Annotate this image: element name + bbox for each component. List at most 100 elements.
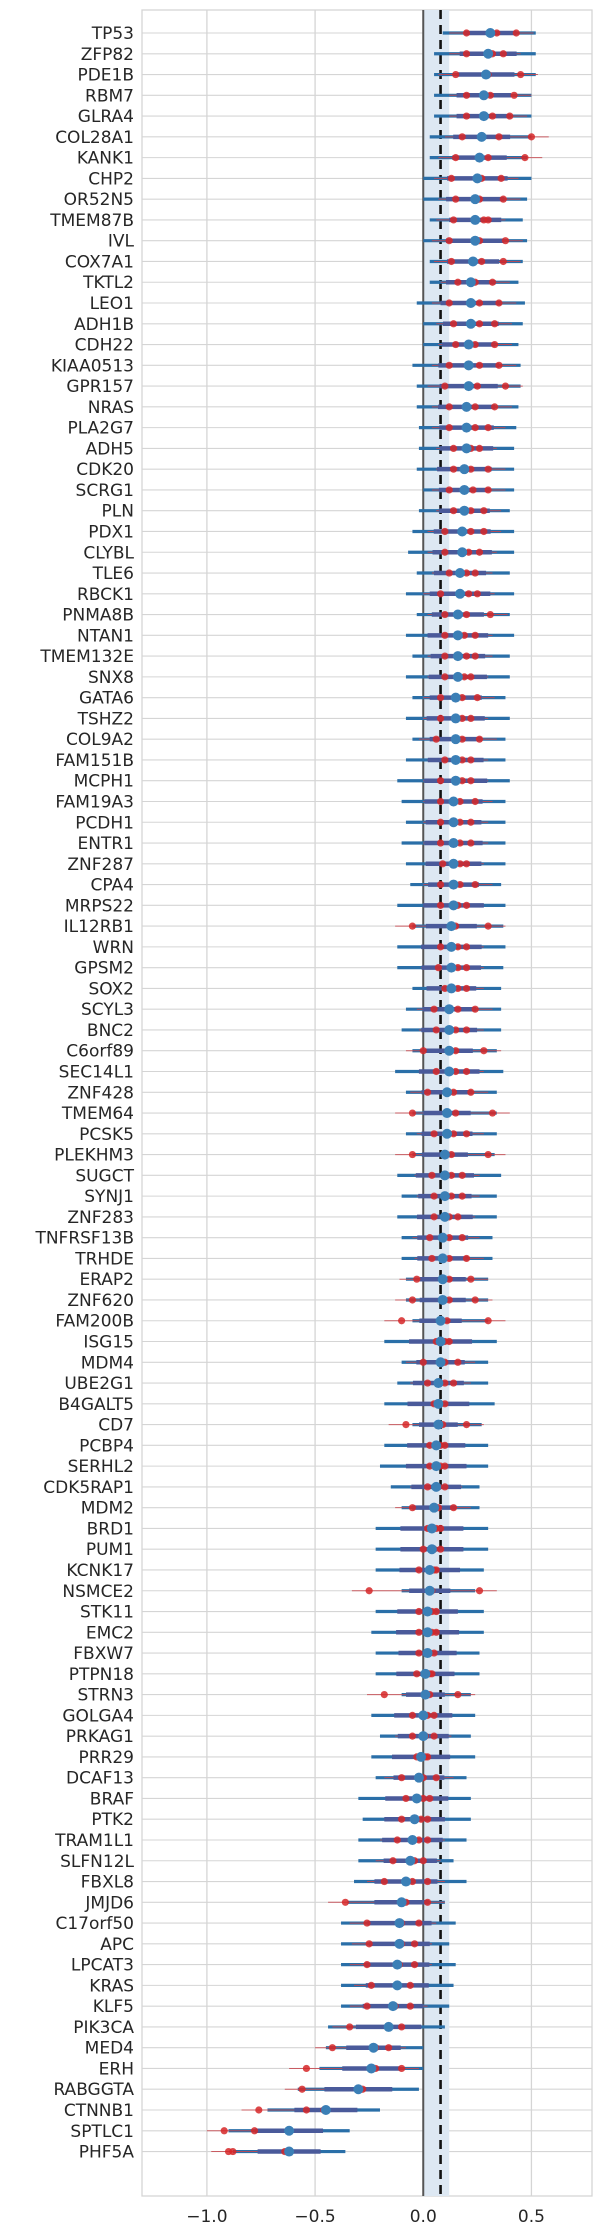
estimate-point [437,1294,448,1305]
estimate-point [392,1980,403,1991]
gene-label: TLE6 [92,564,134,584]
estimate-point [435,1315,446,1326]
estimate-point [446,962,457,973]
gene-row [390,1481,480,1492]
replicate-point [458,133,466,141]
estimate-point [439,1149,450,1160]
gene-row [423,339,519,350]
gene-label: SERHL2 [68,1457,134,1477]
replicate-point [454,943,462,951]
replicate-point [441,673,449,681]
replicate-point [436,839,445,847]
estimate-point [465,277,476,288]
estimate-point [450,775,461,786]
replicate-point [486,91,494,99]
replicate-point [423,1483,432,1491]
gene-label: ZNF428 [67,1083,134,1103]
replicate-point [436,880,445,889]
replicate-point [458,1171,466,1179]
gene-row [367,1689,476,1700]
gene-row [358,1834,467,1845]
x-tick-label: 0.5 [518,2207,545,2227]
estimate-point [461,401,472,412]
gene-row [429,131,549,142]
estimate-point [437,1253,448,1264]
gene-label: SUGCT [75,1166,134,1186]
replicate-point [302,2064,311,2073]
replicate-point [484,486,492,494]
replicate-point [436,943,445,951]
gene-label: PNMA8B [62,606,134,626]
estimate-point [420,1689,431,1700]
gene-label: FBXL8 [81,1873,134,1893]
replicate-point [365,1587,373,1595]
gene-label: C17orf50 [55,1914,134,1934]
replicate-point [398,1774,406,1782]
gene-row [379,1461,489,1472]
replicate-point [452,340,460,349]
replicate-point [465,548,473,556]
gene-label: PDX1 [88,522,134,542]
gene-label: DCAF13 [66,1769,134,1789]
gene-row [434,69,538,80]
replicate-point [462,610,471,619]
gene-label: RBCK1 [77,585,134,605]
replicate-point [454,278,462,286]
estimate-point [420,1668,431,1679]
estimate-point [426,1523,437,1534]
replicate-point [436,714,445,723]
gene-label: CHP2 [88,169,134,189]
estimate-point [472,173,483,184]
replicate-point [426,1462,434,1470]
replicate-point [491,320,499,328]
gene-row [395,1149,506,1160]
replicate-point [454,984,462,993]
estimate-point [433,1378,444,1389]
gene-label: SLFN12L [60,1852,134,1872]
estimate-point [394,1938,405,1949]
gene-row [358,1793,471,1804]
gene-row [375,1648,480,1659]
estimate-point [392,1959,403,1970]
gene-row [397,962,504,973]
replicate-point [419,1857,427,1865]
estimate-point [452,651,463,662]
gene-row [358,1855,454,1866]
gene-row [405,630,515,641]
replicate-point [456,839,464,847]
gene-row [416,464,515,475]
replicate-point [458,777,466,785]
replicate-point [469,486,477,494]
estimate-point [448,817,459,828]
estimate-point [284,2146,295,2157]
gene-row [405,1004,502,1015]
replicate-point [346,2023,354,2031]
replicate-point [441,1379,449,1387]
replicate-point [471,340,479,349]
gene-row [405,817,506,828]
estimate-point [422,1648,433,1659]
gene-row [442,28,536,38]
replicate-point [423,1379,432,1387]
replicate-point [480,1047,488,1055]
estimate-point [284,2125,295,2136]
grid-layer [141,9,593,2197]
replicate-point [363,1961,371,1969]
gene-label: FAM200B [55,1312,134,1332]
estimate-point [461,443,472,454]
estimate-point [450,754,461,765]
replicate-point [229,2147,237,2156]
gene-row [395,1066,504,1077]
replicate-point [436,901,445,909]
gene-labels-layer: TP53ZFP82PDE1BRBM7GLRA4COL28A1KANK1CHP2O… [34,24,134,2163]
gene-label: KLF5 [93,1997,134,2017]
estimate-point [409,1814,420,1825]
replicate-point [452,1047,460,1055]
gene-label: FAM19A3 [55,792,134,812]
estimate-point [448,858,459,869]
replicate-point [423,1815,432,1823]
replicate-point [471,1296,479,1304]
gene-label: CDK20 [76,460,134,480]
gene-row [397,1170,502,1181]
gene-label: SPTLC1 [70,2122,134,2142]
